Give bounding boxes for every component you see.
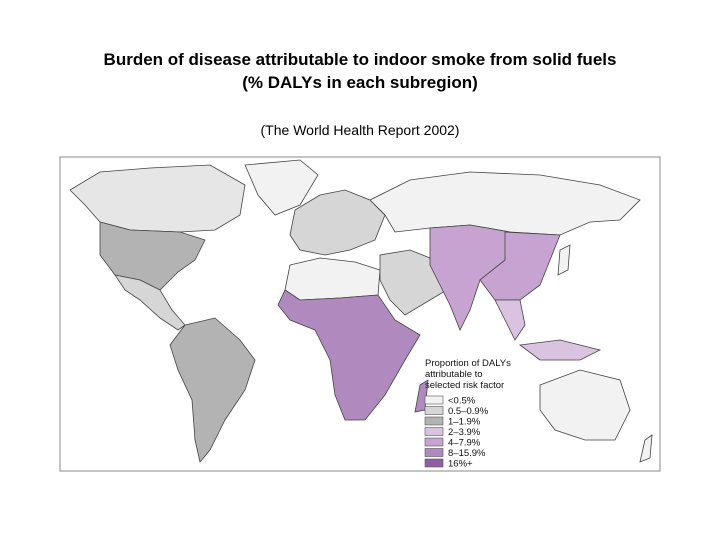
legend-label: 2–3.9% <box>448 427 481 438</box>
japan <box>557 244 571 276</box>
new-zealand <box>639 434 653 463</box>
title-line: (% DALYs in each subregion) <box>242 73 478 92</box>
landmasses <box>69 159 653 463</box>
central-america <box>114 274 186 331</box>
title-line: Burden of disease attributable to indoor… <box>103 50 617 69</box>
russia <box>369 171 641 236</box>
legend-label: 4–7.9% <box>448 438 481 449</box>
southeast-asia <box>494 299 602 361</box>
legend-swatch <box>424 406 444 415</box>
south-asia <box>429 224 511 331</box>
legend-swatch <box>424 448 444 457</box>
usa <box>99 221 206 291</box>
legend-swatch <box>424 437 444 447</box>
legend-label: 8–15.9% <box>448 448 486 459</box>
australia <box>539 369 631 441</box>
legend-label: 0.5–0.9% <box>448 406 489 417</box>
title: Burden of disease attributable to indoor… <box>60 48 660 94</box>
canada <box>69 164 246 233</box>
legend-label: 1–1.9% <box>448 417 481 428</box>
sub-saharan-africa <box>277 289 421 421</box>
subtitle: (The World Health Report 2002) <box>260 122 460 138</box>
greenland <box>244 159 319 216</box>
legend-title: Proportion of DALYs attributable to select… <box>425 358 511 391</box>
legend: Proportion of DALYs attributable to select… <box>424 358 511 470</box>
legend-label: 16%+ <box>448 459 473 470</box>
legend-swatch <box>424 458 444 468</box>
south-america <box>169 317 256 463</box>
legend-swatch <box>424 427 444 436</box>
legend-label: <0.5% <box>448 396 476 407</box>
legend-swatch <box>424 395 444 405</box>
legend-swatch <box>424 416 444 426</box>
europe <box>289 189 386 256</box>
